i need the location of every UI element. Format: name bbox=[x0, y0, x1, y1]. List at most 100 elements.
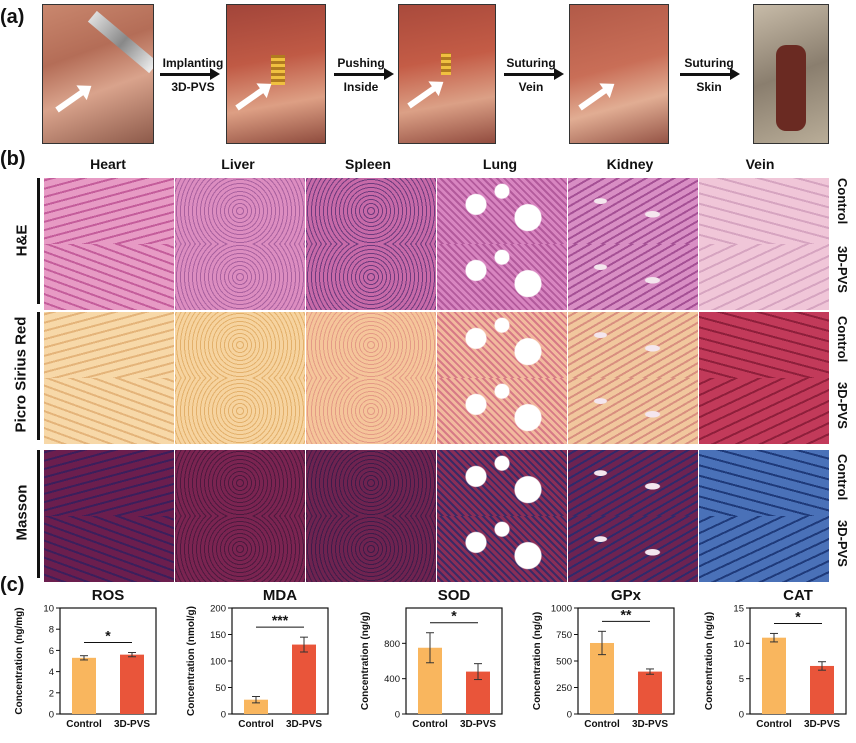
surgery-photo-3 bbox=[398, 4, 496, 144]
histology-tile-liver bbox=[175, 244, 305, 310]
histology-tile-vein bbox=[699, 178, 829, 244]
chart-svg: SOD 0 400 800 Concentration (ng/g) Control 3D-… bbox=[360, 587, 503, 730]
y-tick-label: 0 bbox=[49, 710, 54, 721]
x-tick-label: 3D-PVS bbox=[804, 719, 840, 730]
histology-tile-heart bbox=[44, 178, 174, 244]
y-tick-label: 200 bbox=[210, 604, 226, 615]
histology-tile-kidney bbox=[568, 312, 698, 378]
panel-label-b: (b) bbox=[0, 148, 26, 170]
histology-tile-lung bbox=[437, 516, 567, 582]
bar-3d-pvs bbox=[292, 644, 316, 714]
row-label-3dpvs: 3D-PVS bbox=[835, 246, 850, 293]
x-tick-label: 3D-PVS bbox=[460, 719, 496, 730]
histology-tile-spleen bbox=[306, 244, 436, 310]
y-tick-label: 2 bbox=[49, 688, 54, 699]
y-tick-label: 50 bbox=[215, 683, 226, 694]
arrow-right-icon bbox=[504, 68, 564, 80]
step-line2: 3D-PVS bbox=[171, 80, 215, 94]
arrow-icon bbox=[407, 82, 441, 109]
step-suturing-skin: Suturing bbox=[664, 56, 754, 71]
x-tick-label: Control bbox=[238, 719, 274, 730]
column-vein: Vein bbox=[745, 156, 775, 172]
significance-label: * bbox=[795, 608, 801, 624]
chart-title: MDA bbox=[263, 588, 297, 604]
row-label-control: Control bbox=[835, 454, 850, 501]
bar-3d-pvs bbox=[810, 665, 834, 714]
scaffold-shape bbox=[271, 55, 285, 85]
y-tick-label: 1000 bbox=[551, 604, 572, 615]
bar-3d-pvs bbox=[120, 654, 144, 714]
row-label-control: Control bbox=[835, 178, 850, 225]
step-pushing: Pushing bbox=[316, 56, 406, 71]
y-tick-label: 800 bbox=[384, 639, 400, 650]
step-suturing-vein-sub: Vein bbox=[486, 80, 576, 95]
chart-title: CAT bbox=[783, 588, 813, 604]
histology-tile-lung bbox=[437, 178, 567, 244]
bar-control bbox=[244, 699, 268, 714]
histology-tile-spleen bbox=[306, 450, 436, 516]
stain-label-masson: Masson bbox=[13, 484, 31, 541]
chart-svg: CAT 0 5 10 15 Concentration (ng/g) Control 3D-P… bbox=[704, 587, 847, 730]
y-tick-label: 6 bbox=[49, 646, 54, 657]
chart-sod: SOD 0 400 800 Concentration (ng/g) Control 3D-… bbox=[346, 587, 512, 738]
histology-tile-heart bbox=[44, 516, 174, 582]
plot-frame bbox=[405, 607, 503, 715]
incision-shape bbox=[776, 45, 806, 131]
chart-svg: ROS 0 2 4 6 8 10 Concentration (ng/mg) Control 3D… bbox=[14, 587, 157, 730]
y-tick-label: 10 bbox=[43, 604, 54, 615]
step-line1: Implanting bbox=[162, 56, 224, 70]
chart-cat: CAT 0 5 10 15 Concentration (ng/g) Control 3D-P… bbox=[690, 587, 856, 738]
panel-label-a: (a) bbox=[0, 6, 25, 28]
arrow-icon bbox=[578, 84, 612, 111]
histology-tile-kidney bbox=[568, 516, 698, 582]
bar-control bbox=[72, 657, 96, 714]
x-tick-label: Control bbox=[756, 719, 792, 730]
arrow-right-icon bbox=[680, 68, 740, 80]
significance-label: *** bbox=[272, 612, 289, 628]
bar-3d-pvs bbox=[638, 671, 662, 714]
histology-tile-lung bbox=[437, 244, 567, 310]
histology-tile-liver bbox=[175, 378, 305, 444]
histology-tile-lung bbox=[437, 312, 567, 378]
x-tick-label: 3D-PVS bbox=[286, 719, 322, 730]
step-line2: Skin bbox=[696, 80, 722, 94]
histology-tile-heart bbox=[44, 450, 174, 516]
plot-frame bbox=[59, 607, 157, 715]
chart-title: SOD bbox=[438, 588, 471, 604]
plot-frame bbox=[749, 607, 847, 715]
x-tick-label: 3D-PVS bbox=[632, 719, 668, 730]
surgery-photo-4 bbox=[569, 4, 669, 144]
y-axis-label: Concentration (ng/g) bbox=[360, 612, 371, 710]
surgery-photo-2 bbox=[226, 4, 326, 144]
arrow-right-icon bbox=[160, 68, 220, 80]
chart-gpx: GPx 0 250 500 750 1000 Concentration (ng/g) Con… bbox=[518, 587, 684, 738]
panel-label-c: (c) bbox=[0, 574, 25, 596]
stain-label-picro: Picro Sirius Red bbox=[12, 316, 30, 433]
histology-tile-vein bbox=[699, 378, 829, 444]
histology-tile-kidney bbox=[568, 450, 698, 516]
row-label-3dpvs: 3D-PVS bbox=[835, 520, 850, 567]
x-tick-label: Control bbox=[584, 719, 620, 730]
histology-tile-spleen bbox=[306, 312, 436, 378]
y-tick-label: 15 bbox=[733, 604, 744, 615]
significance-label: ** bbox=[621, 606, 632, 622]
column-lung: Lung bbox=[482, 156, 518, 172]
y-tick-label: 4 bbox=[49, 667, 54, 678]
histology-tile-heart bbox=[44, 378, 174, 444]
row-label-3dpvs: 3D-PVS bbox=[835, 382, 850, 429]
y-axis-label: Concentration (ng/g) bbox=[532, 612, 543, 710]
scaffold-shape bbox=[441, 53, 451, 75]
x-tick-label: Control bbox=[66, 719, 102, 730]
histology-tile-liver bbox=[175, 450, 305, 516]
column-liver: Liver bbox=[221, 156, 255, 172]
step-line1: Pushing bbox=[337, 56, 385, 70]
histology-tile-kidney bbox=[568, 244, 698, 310]
y-axis-label: Concentration (ng/mg) bbox=[14, 607, 25, 714]
histology-tile-lung bbox=[437, 450, 567, 516]
histology-tile-heart bbox=[44, 244, 174, 310]
step-implanting: Implanting bbox=[148, 56, 238, 71]
histology-tile-spleen bbox=[306, 178, 436, 244]
chart-svg: MDA 0 50 100 150 200 Concentration (nmol/g) Con… bbox=[186, 587, 329, 730]
y-tick-label: 400 bbox=[384, 674, 400, 685]
chart-title: GPx bbox=[611, 588, 642, 604]
